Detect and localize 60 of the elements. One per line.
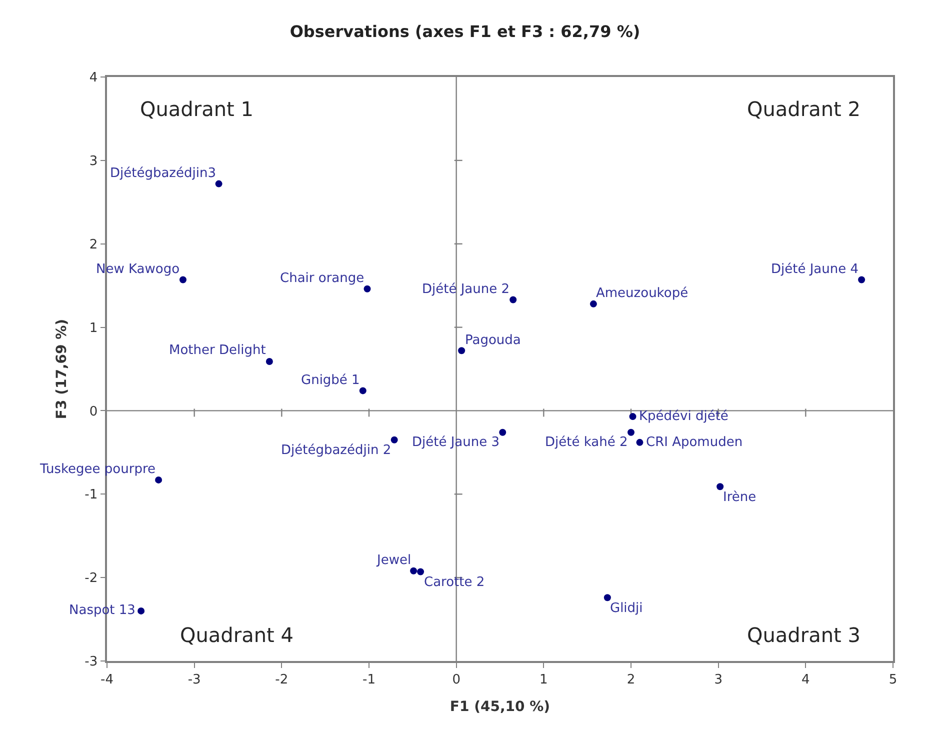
y-tick-label: 0 bbox=[89, 404, 98, 420]
point bbox=[629, 413, 636, 420]
y-tick-label: -2 bbox=[84, 571, 98, 586]
y-tick-label: 4 bbox=[89, 70, 98, 86]
x-tick-label: 5 bbox=[888, 672, 898, 688]
point bbox=[858, 276, 866, 284]
x-tick-label: 4 bbox=[802, 672, 810, 688]
data-label: Djété kahé 2 bbox=[545, 435, 628, 450]
x-tick-label: 2 bbox=[626, 672, 636, 688]
x-tick-label: 1 bbox=[540, 672, 548, 688]
x-tick-label: -3 bbox=[188, 672, 201, 688]
point bbox=[458, 347, 466, 354]
y-tick-label: -3 bbox=[84, 654, 98, 670]
point bbox=[510, 296, 517, 304]
y-tick-label: 2 bbox=[89, 237, 98, 252]
point bbox=[417, 568, 424, 576]
x-tick-label: -4 bbox=[100, 672, 114, 688]
data-label: Jewel bbox=[376, 553, 412, 568]
point bbox=[179, 276, 186, 284]
x-tick-label: -2 bbox=[275, 672, 288, 688]
point bbox=[499, 428, 506, 436]
data-label: Ameuzoukopé bbox=[596, 286, 688, 301]
data-label: Djété Jaune 2 bbox=[422, 282, 510, 297]
data-label: Mother Delight bbox=[169, 343, 266, 358]
point bbox=[410, 567, 418, 574]
y-tick-label: 3 bbox=[89, 154, 98, 169]
point bbox=[155, 476, 162, 484]
y-axis-title: F3 (17,69 %) bbox=[54, 318, 70, 420]
data-label: Djété Jaune 4 bbox=[771, 262, 859, 277]
data-label: Gnigbé 1 bbox=[301, 373, 360, 388]
x-tick-label: 0 bbox=[452, 672, 460, 688]
point bbox=[364, 285, 371, 292]
data-label: Djétégbazédjin 2 bbox=[281, 443, 392, 458]
data-label: Chair orange bbox=[280, 271, 364, 286]
y-tick-label: 1 bbox=[89, 320, 98, 336]
point bbox=[716, 483, 724, 490]
annotation: Quadrant 4 bbox=[180, 623, 294, 647]
annotation: Quadrant 3 bbox=[747, 623, 860, 647]
x-axis-title: F1 (45,10 %) bbox=[450, 699, 550, 716]
point bbox=[636, 438, 644, 446]
annotation: Quadrant 1 bbox=[140, 97, 254, 121]
data-label: Pagouda bbox=[465, 333, 521, 348]
x-tick-label: -1 bbox=[362, 672, 376, 688]
point bbox=[138, 607, 145, 614]
annotation: Quadrant 2 bbox=[747, 97, 860, 121]
data-label: Djétégbazédjin3 bbox=[110, 166, 216, 181]
data-label: Glidji bbox=[610, 601, 643, 616]
point bbox=[590, 300, 597, 308]
point bbox=[266, 358, 273, 365]
point bbox=[390, 436, 398, 444]
data-label: CRI Apomuden bbox=[646, 435, 743, 450]
y-tick-label: -1 bbox=[84, 488, 98, 503]
point bbox=[628, 428, 634, 436]
point bbox=[359, 387, 366, 394]
point bbox=[604, 594, 611, 602]
chart-title: Observations (axes F1 et F3 : 62,79 %) bbox=[290, 22, 640, 42]
data-label: Irène bbox=[723, 490, 756, 505]
data-label: Kpédévi djété bbox=[639, 409, 728, 424]
point bbox=[215, 180, 222, 188]
x-tick-label: 3 bbox=[714, 672, 722, 688]
